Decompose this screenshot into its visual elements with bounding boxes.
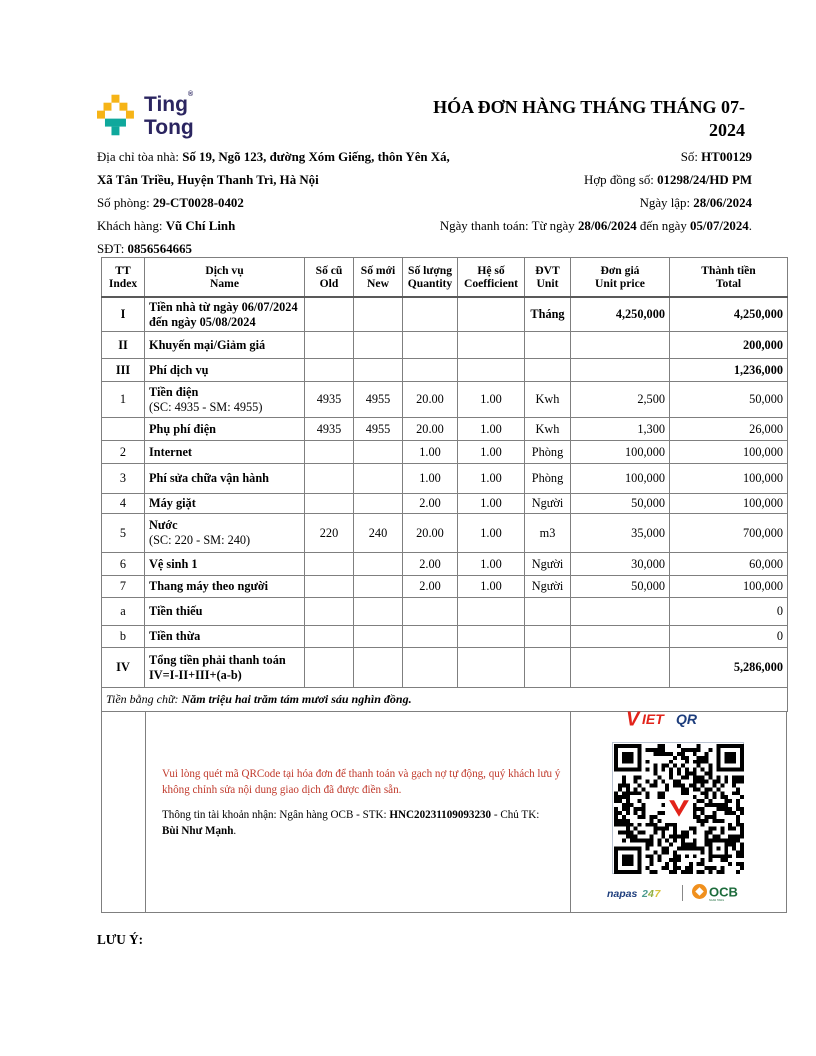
svg-text:NGAN HANG: NGAN HANG <box>709 899 724 902</box>
svg-text:V: V <box>626 709 641 731</box>
svg-text:napas: napas <box>607 888 638 900</box>
svg-text:IET: IET <box>642 711 665 727</box>
svg-text:OCB: OCB <box>709 885 738 900</box>
svg-text:QR: QR <box>676 711 698 727</box>
svg-text:7: 7 <box>654 888 661 900</box>
svg-text:4: 4 <box>647 888 654 900</box>
svg-text:2: 2 <box>641 888 648 900</box>
